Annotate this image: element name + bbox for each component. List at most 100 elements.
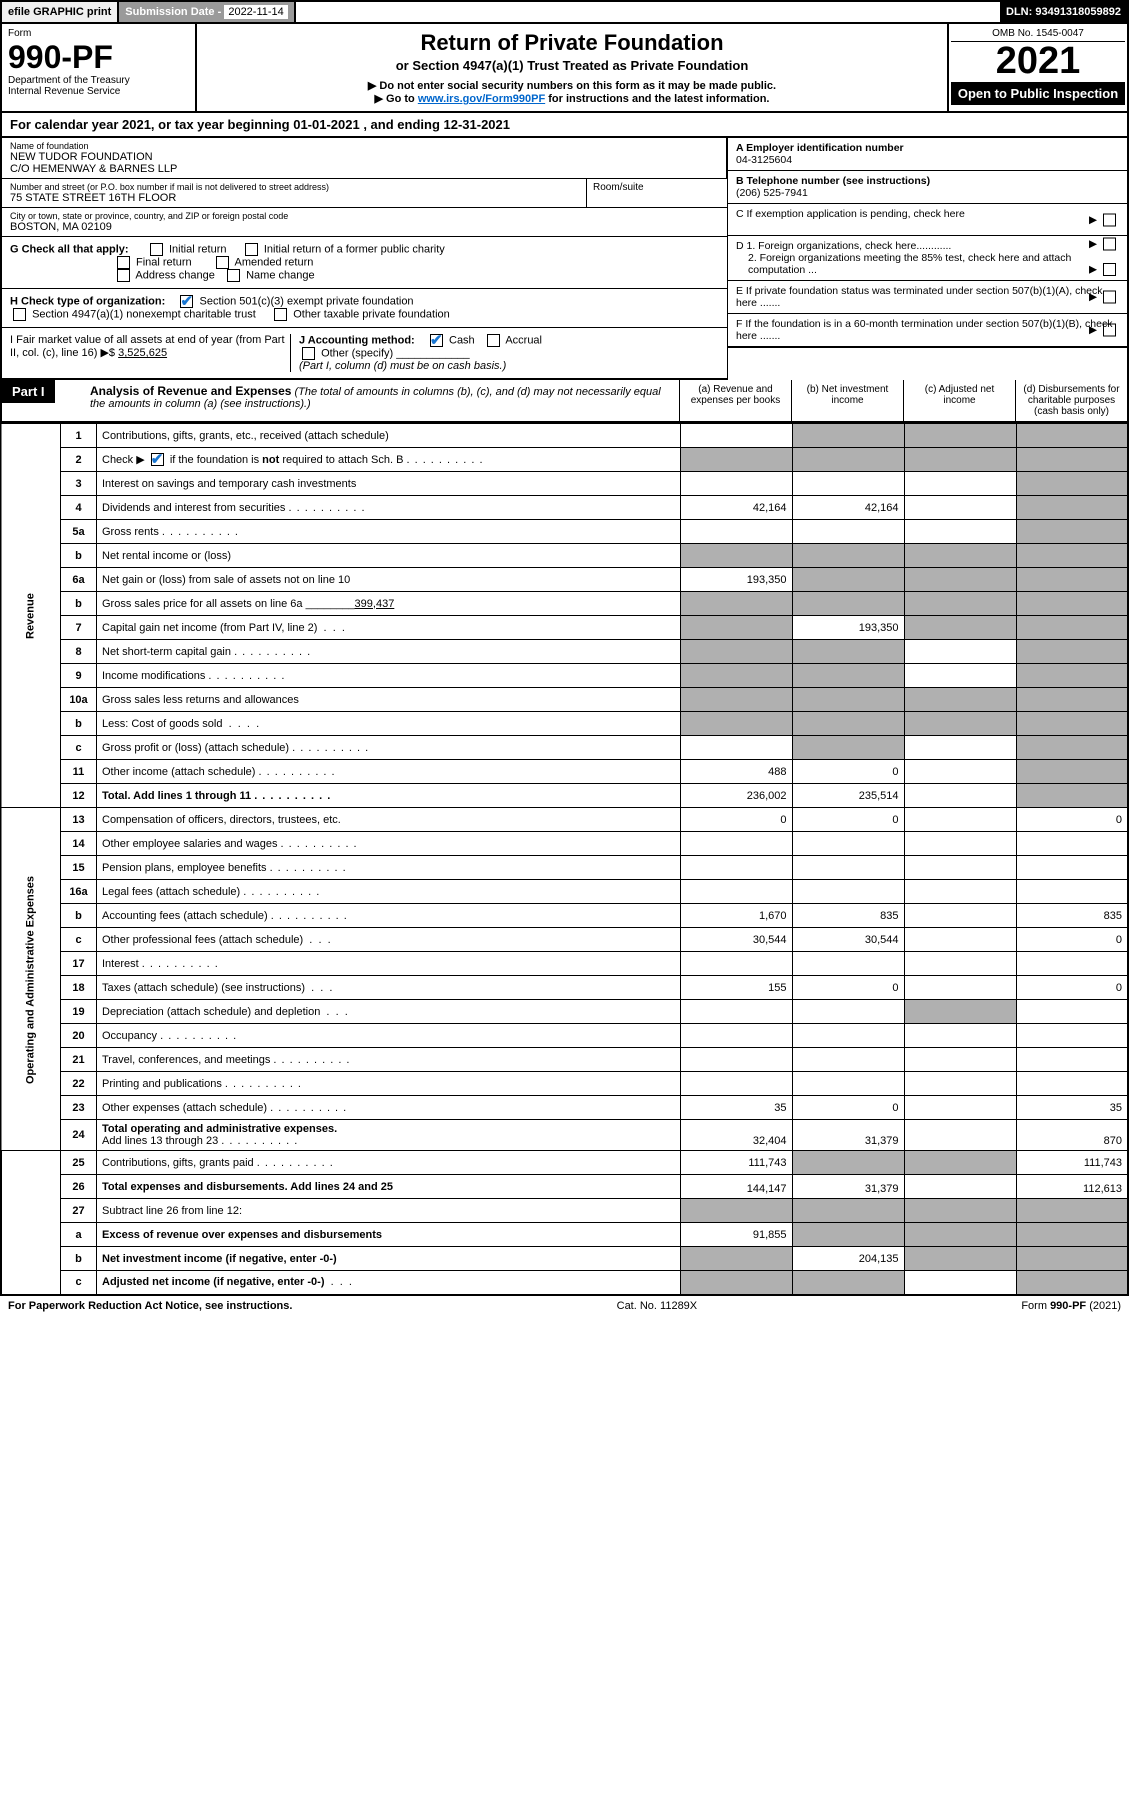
revenue-sidelabel: Revenue <box>1 424 61 808</box>
line-desc: Legal fees (attach schedule) <box>97 880 681 904</box>
schb-checkbox[interactable] <box>151 453 164 466</box>
table-row: 5aGross rents <box>1 520 1128 544</box>
street-row: Number and street (or P.O. box number if… <box>2 179 727 208</box>
line-desc: Net rental income or (loss) <box>97 544 681 568</box>
c-checkbox[interactable] <box>1103 213 1116 226</box>
part1-label: Part I <box>2 380 55 403</box>
table-row: 27Subtract line 26 from line 12: <box>1 1199 1128 1223</box>
table-row: 19Depreciation (attach schedule) and dep… <box>1 1000 1128 1024</box>
table-row: 6aNet gain or (loss) from sale of assets… <box>1 568 1128 592</box>
efile-print-button[interactable]: efile GRAPHIC print <box>2 2 119 22</box>
address-change-checkbox[interactable] <box>117 269 130 282</box>
name-label: Name of foundation <box>10 141 718 151</box>
table-row: 14Other employee salaries and wages <box>1 832 1128 856</box>
line-desc: Less: Cost of goods sold . . . . <box>97 712 681 736</box>
amt-24b: 31,379 <box>792 1120 904 1151</box>
line-desc: Interest on savings and temporary cash i… <box>97 472 681 496</box>
d1-label: D 1. Foreign organizations, check here..… <box>736 240 951 252</box>
amt-16cd: 0 <box>1016 928 1128 952</box>
j-note: (Part I, column (d) must be on cash basi… <box>299 360 506 372</box>
g-label: G Check all that apply: <box>10 243 129 255</box>
header-left: Form 990-PF Department of the Treasury I… <box>2 24 197 111</box>
section-i-j: I Fair market value of all assets at end… <box>2 328 727 380</box>
e-checkbox[interactable] <box>1103 291 1116 304</box>
ein-label: A Employer identification number <box>736 142 904 154</box>
initial-return-checkbox[interactable] <box>150 243 163 256</box>
part1-title: Analysis of Revenue and Expenses <box>90 384 291 398</box>
amt-24d: 870 <box>1016 1120 1128 1151</box>
line-desc: Other professional fees (attach schedule… <box>97 928 681 952</box>
irs-label: Internal Revenue Service <box>8 86 189 97</box>
e-cell: E If private foundation status was termi… <box>728 281 1127 314</box>
line-desc: Gross rents <box>97 520 681 544</box>
4947a1-checkbox[interactable] <box>13 308 26 321</box>
instr2-post: for instructions and the latest informat… <box>545 93 769 105</box>
table-row: 18Taxes (attach schedule) (see instructi… <box>1 976 1128 1000</box>
submission-date-label: Submission Date - 2022-11-14 <box>119 2 295 22</box>
form-header: Form 990-PF Department of the Treasury I… <box>0 24 1129 113</box>
line-desc: Gross profit or (loss) (attach schedule) <box>97 736 681 760</box>
line-desc: Net investment income (if negative, ente… <box>97 1247 681 1271</box>
expenses-sidelabel: Operating and Administrative Expenses <box>1 808 61 1151</box>
amt-13d: 0 <box>1016 808 1128 832</box>
col-a-head: (a) Revenue and expenses per books <box>679 380 791 421</box>
city-row: City or town, state or province, country… <box>2 208 727 237</box>
f-checkbox[interactable] <box>1103 324 1116 337</box>
cash-checkbox[interactable] <box>430 334 443 347</box>
g-opt-4: Address change <box>135 269 215 281</box>
d2-checkbox[interactable] <box>1103 263 1116 276</box>
other-method-checkbox[interactable] <box>302 347 315 360</box>
line-desc: Total. Add lines 1 through 11 <box>97 784 681 808</box>
g-opt-0: Initial return <box>169 243 226 255</box>
amt-26d: 112,613 <box>1016 1175 1128 1199</box>
final-return-checkbox[interactable] <box>117 256 130 269</box>
amt-16ca: 30,544 <box>680 928 792 952</box>
table-row: Revenue 1 Contributions, gifts, grants, … <box>1 424 1128 448</box>
tax-year: 2021 <box>951 42 1125 80</box>
amt-11b: 0 <box>792 760 904 784</box>
line-desc: Compensation of officers, directors, tru… <box>97 808 681 832</box>
table-row: 25Contributions, gifts, grants paid 111,… <box>1 1151 1128 1175</box>
header-mid: Return of Private Foundation or Section … <box>197 24 947 111</box>
section-g: G Check all that apply: Initial return I… <box>2 237 727 289</box>
amt-26a: 144,147 <box>680 1175 792 1199</box>
top-bar: efile GRAPHIC print Submission Date - 20… <box>0 0 1129 24</box>
table-row: 10aGross sales less returns and allowanc… <box>1 688 1128 712</box>
line-desc: Adjusted net income (if negative, enter … <box>97 1271 681 1295</box>
line-desc: Net gain or (loss) from sale of assets n… <box>97 568 681 592</box>
other-taxable-checkbox[interactable] <box>274 308 287 321</box>
name-change-checkbox[interactable] <box>227 269 240 282</box>
accrual-checkbox[interactable] <box>487 334 500 347</box>
phone-label: B Telephone number (see instructions) <box>736 175 930 187</box>
line-desc: Other employee salaries and wages <box>97 832 681 856</box>
form990pf-link[interactable]: www.irs.gov/Form990PF <box>418 93 545 105</box>
amt-16cb: 30,544 <box>792 928 904 952</box>
d2-label: 2. Foreign organizations meeting the 85%… <box>736 252 1119 276</box>
phone-value: (206) 525-7941 <box>736 187 808 199</box>
line-desc: Occupancy <box>97 1024 681 1048</box>
part1-header-row: Part I Analysis of Revenue and Expenses … <box>0 380 1129 423</box>
amt-11a: 488 <box>680 760 792 784</box>
form-title: Return of Private Foundation <box>203 30 941 56</box>
h-label: H Check type of organization: <box>10 295 165 307</box>
amt-24a: 32,404 <box>680 1120 792 1151</box>
501c3-checkbox[interactable] <box>180 295 193 308</box>
form-subtitle: or Section 4947(a)(1) Trust Treated as P… <box>203 58 941 73</box>
d1-checkbox[interactable] <box>1103 238 1116 251</box>
amt-18d: 0 <box>1016 976 1128 1000</box>
dln-value: DLN: 93491318059892 <box>1000 2 1127 22</box>
initial-former-checkbox[interactable] <box>245 243 258 256</box>
amended-return-checkbox[interactable] <box>216 256 229 269</box>
info-left: Name of foundation NEW TUDOR FOUNDATION … <box>2 138 727 380</box>
line-desc: Gross sales price for all assets on line… <box>97 592 681 616</box>
table-row: 9Income modifications <box>1 664 1128 688</box>
line-desc: Other income (attach schedule) <box>97 760 681 784</box>
amt-25a: 111,743 <box>680 1151 792 1175</box>
table-row: bLess: Cost of goods sold . . . . <box>1 712 1128 736</box>
line-desc: Net short-term capital gain <box>97 640 681 664</box>
amt-25d: 111,743 <box>1016 1151 1128 1175</box>
amt-13a: 0 <box>680 808 792 832</box>
amt-16bd: 835 <box>1016 904 1128 928</box>
amt-23d: 35 <box>1016 1096 1128 1120</box>
g-opt-2: Final return <box>136 256 192 268</box>
